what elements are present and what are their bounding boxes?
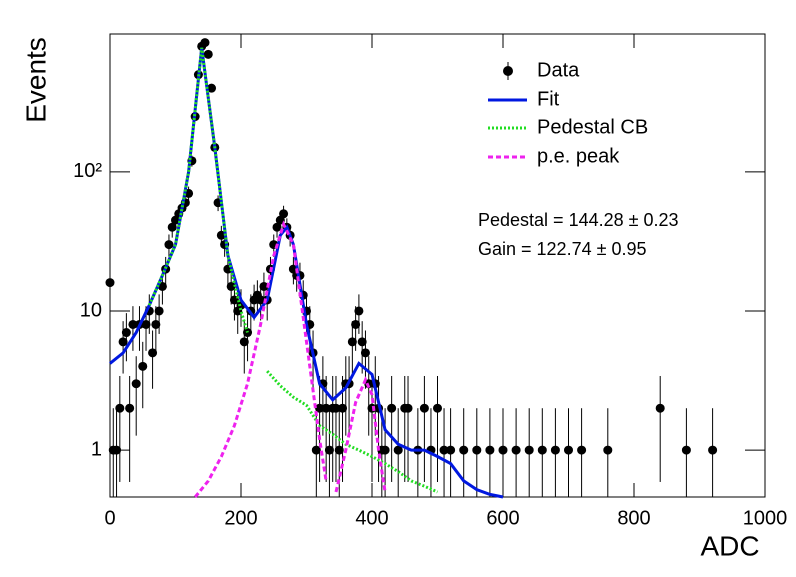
data-point bbox=[708, 445, 718, 455]
x-tick-label: 1000 bbox=[743, 507, 788, 529]
x-tick-label: 800 bbox=[617, 507, 650, 529]
x-tick-label: 600 bbox=[486, 507, 519, 529]
legend-label: Fit bbox=[537, 88, 560, 110]
data-point bbox=[354, 306, 364, 316]
data-point bbox=[112, 445, 122, 455]
data-point bbox=[256, 295, 266, 305]
x-tick-label: 0 bbox=[104, 507, 115, 529]
x-tick-label: 400 bbox=[355, 507, 388, 529]
data-point bbox=[485, 445, 495, 455]
data-point bbox=[433, 403, 442, 413]
data-point bbox=[164, 240, 174, 250]
data-point bbox=[387, 403, 397, 413]
data-point bbox=[272, 222, 282, 232]
data-point bbox=[151, 319, 161, 329]
legend-label: Data bbox=[537, 59, 580, 81]
data-point bbox=[141, 319, 151, 329]
data-point bbox=[138, 361, 148, 371]
data-point bbox=[577, 445, 587, 455]
data-point bbox=[324, 445, 334, 455]
data-point bbox=[131, 379, 141, 389]
data-point bbox=[459, 445, 469, 455]
fit-curve bbox=[194, 220, 387, 498]
x-axis-label: ADC bbox=[700, 530, 759, 561]
data-point bbox=[154, 306, 164, 316]
legend: Data Fit Pedestal CB p.e. peak bbox=[488, 59, 648, 167]
data-point bbox=[105, 278, 115, 288]
data-point bbox=[203, 49, 213, 59]
data-point bbox=[550, 445, 560, 455]
data-point bbox=[200, 38, 210, 48]
data-point bbox=[681, 445, 691, 455]
data-point bbox=[439, 445, 449, 455]
data-point bbox=[115, 403, 125, 413]
data-point bbox=[167, 222, 177, 232]
data-point bbox=[419, 403, 429, 413]
data-point bbox=[216, 230, 226, 240]
data-point bbox=[259, 281, 269, 291]
data-point bbox=[118, 337, 128, 347]
annotation: Pedestal = 144.28 ± 0.23 bbox=[478, 210, 679, 230]
data-point bbox=[511, 445, 521, 455]
data-point bbox=[380, 445, 390, 455]
data-point bbox=[125, 403, 135, 413]
data-point bbox=[121, 328, 131, 338]
data-point bbox=[207, 83, 217, 93]
data-point bbox=[315, 403, 325, 413]
data-point bbox=[338, 403, 348, 413]
data-point bbox=[311, 445, 321, 455]
data-point bbox=[321, 403, 331, 413]
data-point bbox=[537, 445, 547, 455]
data-point bbox=[603, 445, 613, 455]
annotation: Gain = 122.74 ± 0.95 bbox=[478, 239, 647, 259]
data-point bbox=[331, 403, 341, 413]
data-point bbox=[226, 281, 236, 291]
data-point bbox=[128, 319, 138, 329]
data-point bbox=[498, 445, 508, 455]
data-point bbox=[524, 445, 534, 455]
plot-frame bbox=[109, 33, 766, 498]
data-point bbox=[655, 403, 665, 413]
y-tick-label: 1 bbox=[91, 438, 102, 460]
data-point bbox=[403, 403, 413, 413]
legend-label: Pedestal CB bbox=[537, 116, 648, 138]
data-point bbox=[239, 337, 249, 347]
data-point bbox=[243, 328, 253, 338]
data-point bbox=[347, 337, 357, 347]
data-point bbox=[564, 445, 573, 455]
legend-label: p.e. peak bbox=[537, 145, 620, 167]
y-tick-label: 10² bbox=[73, 160, 102, 182]
data-point bbox=[393, 445, 403, 455]
y-tick-label: 10 bbox=[80, 299, 102, 321]
x-tick-label: 200 bbox=[224, 507, 257, 529]
data-point bbox=[334, 445, 344, 455]
y-axis-label: Events bbox=[20, 37, 51, 123]
data-point bbox=[446, 445, 456, 455]
data-point bbox=[472, 445, 482, 455]
data-point bbox=[360, 348, 370, 358]
fit-curve bbox=[147, 47, 439, 494]
data-point bbox=[148, 348, 158, 358]
data-point bbox=[279, 209, 289, 219]
data-point bbox=[351, 319, 361, 329]
data-point bbox=[357, 337, 367, 347]
